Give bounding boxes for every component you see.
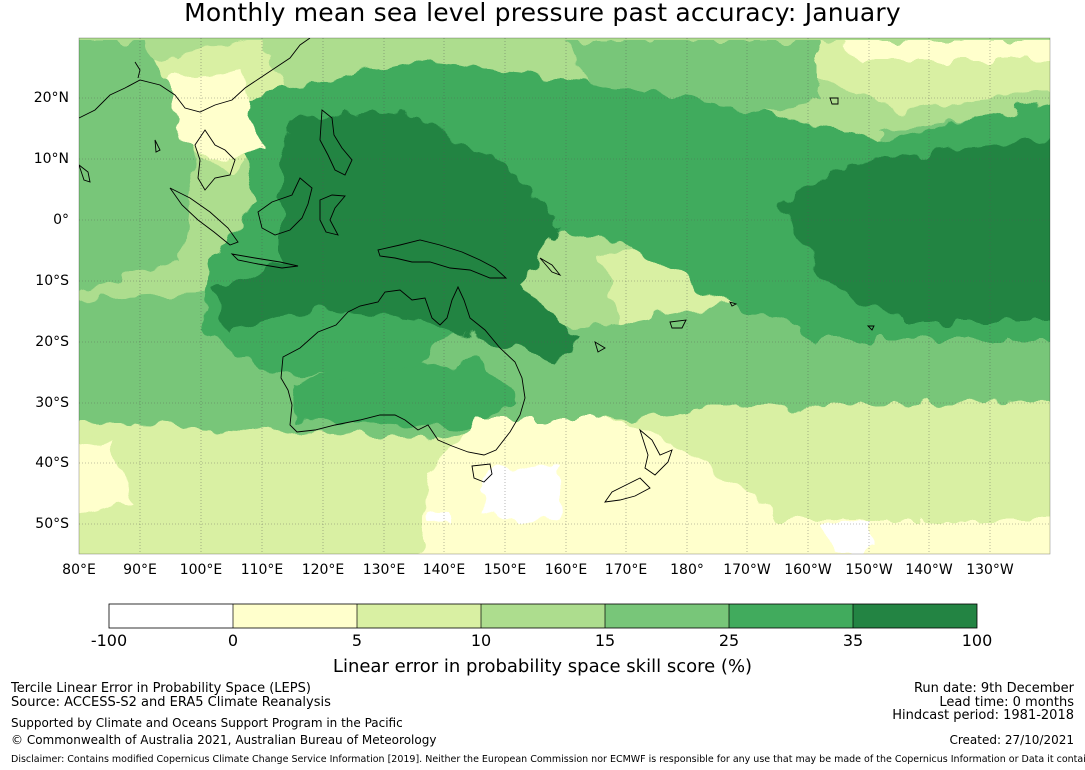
lon-label: 100°E bbox=[179, 562, 223, 578]
footer-copyright: © Commonwealth of Australia 2021, Austra… bbox=[11, 733, 437, 747]
colorbar-segment bbox=[109, 604, 233, 628]
lat-label: 50°S bbox=[35, 516, 69, 532]
skill-field bbox=[79, 38, 1050, 554]
lon-label: 170°W bbox=[723, 562, 771, 578]
footer-created: Created: 27/10/2021 bbox=[949, 733, 1074, 747]
new-zealand-south-coast bbox=[604, 477, 651, 503]
lat-label: 0° bbox=[53, 212, 69, 228]
colorbar-tick: 5 bbox=[351, 631, 363, 650]
asia-coast bbox=[79, 38, 311, 191]
colorbar-tick: 0 bbox=[227, 631, 239, 650]
lon-label: 80°E bbox=[62, 562, 96, 578]
lon-label: 130°E bbox=[362, 562, 406, 578]
philippines-coast bbox=[319, 109, 353, 176]
colorbar-tick: 35 bbox=[842, 631, 864, 650]
colorbar bbox=[108, 603, 978, 629]
colorbar-label: Linear error in probability space skill … bbox=[332, 656, 753, 677]
lon-label: 110°E bbox=[240, 562, 284, 578]
footer-method: Tercile Linear Error in Probability Spac… bbox=[11, 681, 311, 696]
colorbar-tick: 100 bbox=[961, 631, 993, 650]
colorbar-segment bbox=[357, 604, 481, 628]
tasmania-coast bbox=[471, 463, 493, 483]
lon-label: 160°W bbox=[784, 562, 832, 578]
australia-coast bbox=[280, 285, 526, 456]
borneo-coast bbox=[257, 177, 313, 236]
colorbar-tick: 25 bbox=[718, 631, 740, 650]
lon-label: 140°E bbox=[422, 562, 466, 578]
colorbar-segment bbox=[853, 604, 977, 628]
sumatra-coast bbox=[169, 187, 239, 246]
colorbar-segment bbox=[233, 604, 357, 628]
footer-run-date: Run date: 9th December bbox=[913, 681, 1074, 696]
lat-label: 20°N bbox=[33, 90, 69, 106]
java-coast bbox=[230, 253, 299, 269]
coastlines bbox=[79, 38, 875, 503]
new-zealand-north-coast bbox=[639, 428, 673, 476]
sulawesi-coast bbox=[319, 194, 346, 236]
lon-label: 150°E bbox=[483, 562, 527, 578]
lon-label: 170°E bbox=[604, 562, 648, 578]
footer-lead-time: Lead time: 0 months bbox=[939, 695, 1074, 710]
colorbar-tick: -100 bbox=[90, 631, 128, 650]
lon-label: 150°W bbox=[845, 562, 893, 578]
colorbar-tick: 10 bbox=[470, 631, 492, 650]
lat-label: 10°N bbox=[33, 151, 69, 167]
lon-label: 90°E bbox=[123, 562, 157, 578]
lat-label: 20°S bbox=[35, 334, 69, 350]
footer-support: Supported by Climate and Oceans Support … bbox=[11, 716, 403, 730]
footer-hindcast: Hindcast period: 1981-2018 bbox=[892, 708, 1074, 723]
lon-label: 130°W bbox=[966, 562, 1014, 578]
lat-label: 30°S bbox=[35, 395, 69, 411]
colorbar-tick: 15 bbox=[594, 631, 616, 650]
colorbar-segment bbox=[605, 604, 729, 628]
lon-label: 180° bbox=[670, 562, 704, 578]
footer-source: Source: ACCESS-S2 and ERA5 Climate Reana… bbox=[11, 695, 331, 710]
colorbar-segment bbox=[481, 604, 605, 628]
lon-label: 140°W bbox=[905, 562, 953, 578]
map-title: Monthly mean sea level pressure past acc… bbox=[184, 0, 901, 27]
lon-label: 120°E bbox=[301, 562, 345, 578]
lon-label: 160°E bbox=[544, 562, 588, 578]
lat-label: 40°S bbox=[35, 455, 69, 471]
colorbar-segment bbox=[729, 604, 853, 628]
lat-label: 10°S bbox=[35, 273, 69, 289]
new-guinea-coast bbox=[377, 239, 508, 279]
footer-disclaimer: Disclaimer: Contains modified Copernicus… bbox=[11, 754, 1085, 765]
